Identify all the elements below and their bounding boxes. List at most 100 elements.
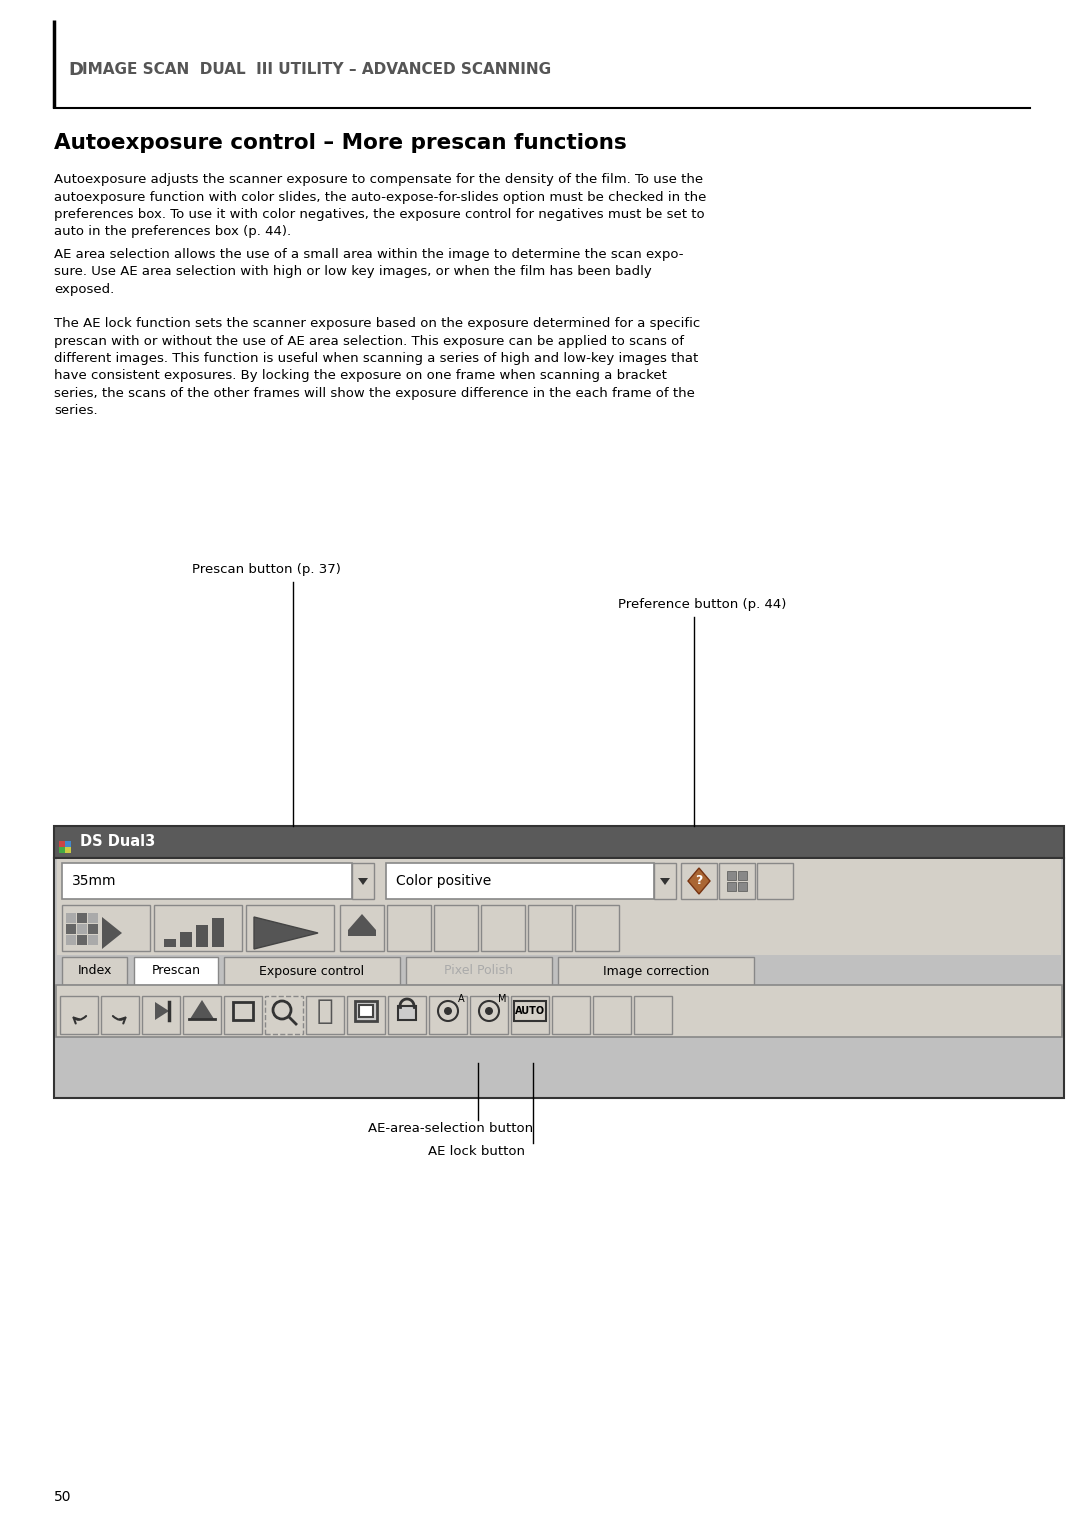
Bar	[429, 995, 467, 1034]
Text: Preference button (p. 44): Preference button (p. 44)	[618, 598, 786, 612]
Text: sure. Use AE area selection with high or low key images, or when the film has be: sure. Use AE area selection with high or…	[54, 266, 651, 278]
Bar	[359, 1005, 373, 1017]
Bar	[66, 924, 76, 934]
Bar	[681, 862, 717, 899]
Text: AE area selection allows the use of a small area within the image to determine t: AE area selection allows the use of a sm…	[54, 248, 684, 261]
Bar	[481, 905, 525, 951]
Text: Pixel Polish: Pixel Polish	[445, 965, 513, 977]
Text: Autoexposure adjusts the scanner exposure to compensate for the density of the f: Autoexposure adjusts the scanner exposur…	[54, 173, 703, 187]
Polygon shape	[190, 1000, 214, 1018]
Text: AUTO: AUTO	[515, 1006, 545, 1015]
Text: Image correction: Image correction	[603, 965, 710, 977]
Bar	[727, 872, 735, 881]
Bar	[388, 995, 426, 1034]
Bar	[558, 957, 754, 985]
Text: AE lock button: AE lock button	[428, 1145, 525, 1157]
Bar	[406, 957, 552, 985]
Bar	[77, 924, 87, 934]
Text: Prescan: Prescan	[151, 965, 201, 977]
Bar	[233, 1001, 253, 1020]
Circle shape	[444, 1008, 453, 1015]
Text: preferences box. To use it with color negatives, the exposure control for negati: preferences box. To use it with color ne…	[54, 208, 704, 222]
Text: A: A	[458, 994, 464, 1005]
Bar	[65, 841, 71, 847]
Bar	[719, 862, 755, 899]
Bar	[528, 905, 572, 951]
Text: Exposure control: Exposure control	[259, 965, 365, 977]
Text: Color positive: Color positive	[396, 875, 491, 888]
Text: exposed.: exposed.	[54, 283, 114, 297]
Bar	[340, 905, 384, 951]
Text: M: M	[498, 994, 507, 1005]
Text: Prescan button (p. 37): Prescan button (p. 37)	[192, 563, 341, 576]
Bar	[57, 859, 1061, 904]
Bar	[306, 995, 345, 1034]
Bar	[195, 925, 208, 946]
Text: series, the scans of the other frames will show the exposure difference in the e: series, the scans of the other frames wi…	[54, 387, 694, 401]
Text: different images. This function is useful when scanning a series of high and low: different images. This function is usefu…	[54, 352, 699, 365]
Bar	[511, 995, 549, 1034]
Bar	[57, 901, 1061, 956]
Bar	[134, 957, 218, 985]
Text: IMAGE SCAN  DUAL  III UTILITY – ADVANCED SCANNING: IMAGE SCAN DUAL III UTILITY – ADVANCED S…	[82, 63, 551, 78]
Bar	[87, 913, 98, 924]
Polygon shape	[660, 878, 670, 885]
Bar	[62, 957, 127, 985]
Bar	[154, 905, 242, 951]
Bar	[514, 1001, 546, 1021]
Bar	[77, 936, 87, 945]
Bar	[87, 924, 98, 934]
Bar	[180, 933, 192, 946]
Bar	[593, 995, 631, 1034]
Bar	[164, 939, 176, 946]
Text: autoexposure function with color slides, the auto-expose-for-slides option must : autoexposure function with color slides,…	[54, 191, 706, 203]
Bar	[183, 995, 221, 1034]
Bar	[102, 995, 139, 1034]
Bar	[355, 1001, 377, 1021]
Bar	[141, 995, 180, 1034]
Bar	[56, 985, 1062, 1037]
Text: 35mm: 35mm	[72, 875, 117, 888]
Text: Index: Index	[78, 965, 111, 977]
Text: 50: 50	[54, 1489, 71, 1505]
Bar	[352, 862, 374, 899]
Bar	[87, 936, 98, 945]
Bar	[470, 995, 508, 1034]
Text: ?: ?	[696, 875, 703, 887]
Bar	[434, 905, 478, 951]
Bar	[348, 930, 376, 936]
Bar	[54, 826, 1064, 858]
Polygon shape	[688, 868, 710, 894]
Bar	[265, 995, 303, 1034]
Bar	[634, 995, 672, 1034]
Bar	[54, 858, 1064, 1098]
Polygon shape	[102, 917, 122, 950]
Polygon shape	[357, 878, 368, 885]
Text: have consistent exposures. By locking the exposure on one frame when scanning a : have consistent exposures. By locking th…	[54, 370, 666, 382]
Bar	[654, 862, 676, 899]
Bar	[552, 995, 590, 1034]
Bar	[246, 905, 334, 951]
Text: ✋: ✋	[316, 997, 334, 1024]
Text: D: D	[68, 61, 83, 80]
Bar	[59, 847, 65, 853]
Bar	[386, 862, 654, 899]
Bar	[387, 905, 431, 951]
Text: prescan with or without the use of AE area selection. This exposure can be appli: prescan with or without the use of AE ar…	[54, 335, 684, 347]
Bar	[727, 882, 735, 891]
Text: AE-area-selection button: AE-area-selection button	[368, 1122, 534, 1135]
Text: DS Dual3: DS Dual3	[80, 835, 156, 850]
Text: series.: series.	[54, 405, 97, 417]
Bar	[65, 847, 71, 853]
Text: The AE lock function sets the scanner exposure based on the exposure determined : The AE lock function sets the scanner ex…	[54, 317, 700, 330]
Bar	[224, 957, 400, 985]
Circle shape	[485, 1008, 492, 1015]
Polygon shape	[348, 914, 376, 930]
Bar	[738, 872, 747, 881]
Bar	[59, 841, 65, 847]
Bar	[62, 862, 352, 899]
Bar	[757, 862, 793, 899]
Polygon shape	[156, 1001, 168, 1020]
Text: Autoexposure control – More prescan functions: Autoexposure control – More prescan func…	[54, 133, 626, 153]
Bar	[224, 995, 262, 1034]
